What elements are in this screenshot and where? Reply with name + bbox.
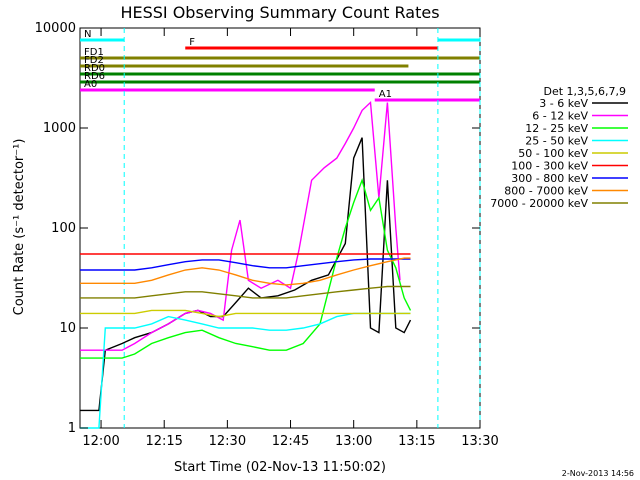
state-label-fd2: FD2 <box>84 55 104 66</box>
legend-entry-label: 800 - 7000 keV <box>504 185 588 198</box>
y-axis-title: Count Rate (s⁻¹ detector⁻¹) <box>12 139 27 316</box>
x-axis-title: Start Time (02-Nov-13 11:50:02) <box>174 460 386 475</box>
series-line-7 <box>80 257 411 286</box>
state-label-fd1: FD1 <box>84 47 104 58</box>
x-axis: 12:00 12:15 12:30 12:45 13:00 13:15 13:30 <box>82 28 499 449</box>
state-label-rd0: RD0 <box>84 63 105 74</box>
series-line-6 <box>80 258 411 271</box>
legend-entry-label: 100 - 300 keV <box>511 160 588 173</box>
legend-entry-label: 6 - 12 keV <box>532 110 588 123</box>
x-tick-label: 13:00 <box>335 434 372 449</box>
y-tick-label: 1000 <box>43 121 76 136</box>
legend-entry-label: 25 - 50 keV <box>525 135 588 148</box>
series-line-8 <box>80 285 411 299</box>
y-tick-label: 1 <box>68 421 76 436</box>
state-label-rd6: RD6 <box>84 71 105 82</box>
legend-title: Det 1,3,5,6,7,9 <box>543 85 626 98</box>
series-line-2 <box>80 178 412 359</box>
state-label-f: F <box>189 37 195 48</box>
y-tick-label: 10 <box>59 321 76 336</box>
date-stamp: 2-Nov-2013 14:56 <box>561 469 634 478</box>
legend-entry-label: 50 - 100 keV <box>518 147 588 160</box>
series-line-3 <box>80 312 411 429</box>
state-label-n: N <box>84 29 91 40</box>
y-axis: 1 10 100 1000 10000 <box>35 21 480 436</box>
y-tick-label: 10000 <box>35 21 76 36</box>
legend-entry-label: 12 - 25 keV <box>525 122 588 135</box>
x-tick-label: 13:30 <box>461 434 498 449</box>
x-tick-label: 12:15 <box>145 434 182 449</box>
legend-entry-label: 300 - 800 keV <box>511 172 588 185</box>
series-line-4 <box>80 309 411 318</box>
state-label-a1: A1 <box>379 89 392 100</box>
x-tick-label: 12:45 <box>272 434 309 449</box>
x-tick-label: 12:30 <box>209 434 246 449</box>
legend-entry-label: 7000 - 20000 keV <box>490 197 588 210</box>
series-line-1 <box>80 101 401 351</box>
series-line-0 <box>80 137 412 412</box>
x-tick-label: 13:15 <box>398 434 435 449</box>
state-label-a0: A0 <box>84 79 97 90</box>
chart-title: HESSI Observing Summary Count Rates <box>120 3 439 22</box>
plot-frame <box>79 27 481 429</box>
legend-entry-label: 3 - 6 keV <box>539 97 588 110</box>
x-tick-label: 12:00 <box>82 434 119 449</box>
y-tick-label: 100 <box>51 221 76 236</box>
